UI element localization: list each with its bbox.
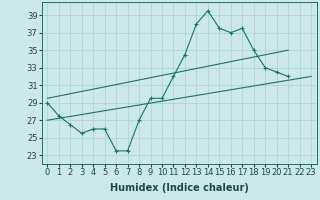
X-axis label: Humidex (Indice chaleur): Humidex (Indice chaleur) [110,183,249,193]
